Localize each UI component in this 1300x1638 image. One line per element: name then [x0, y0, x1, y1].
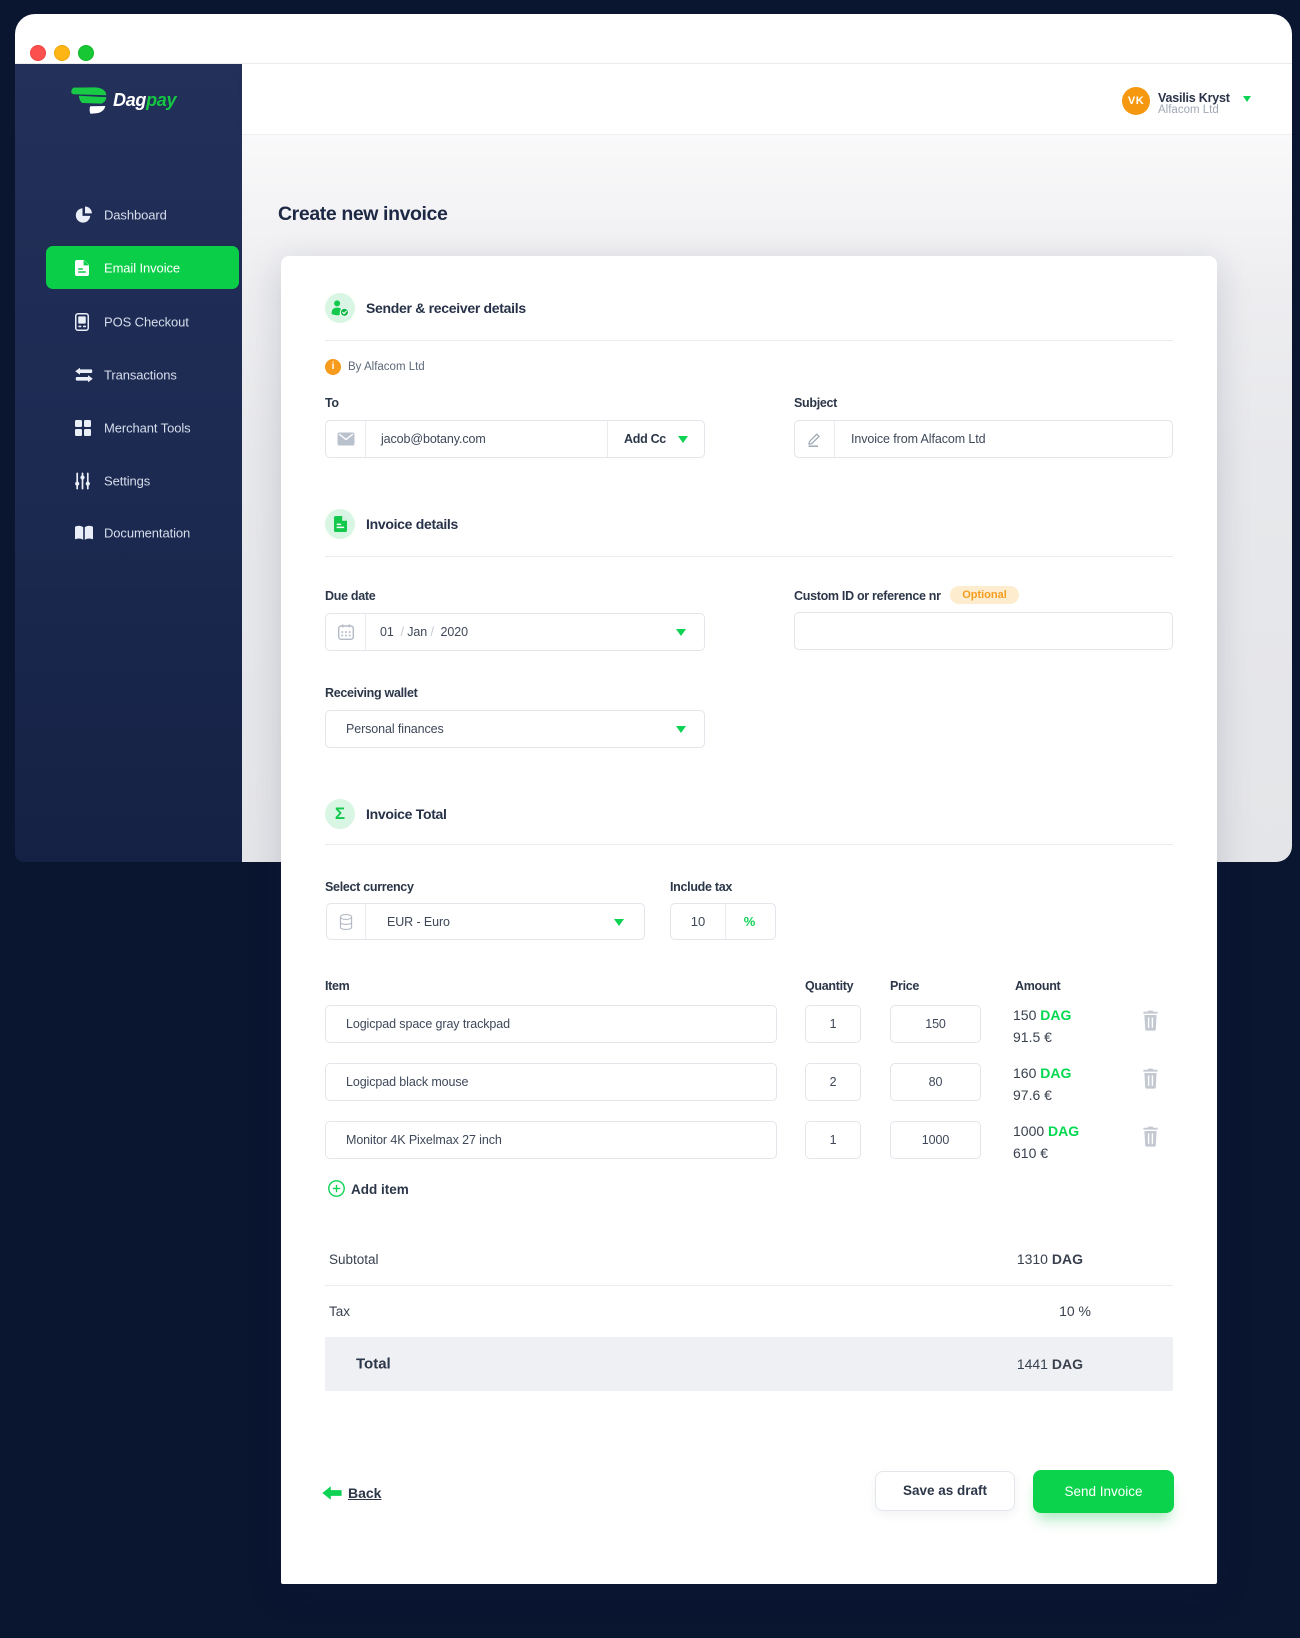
svg-text:Dagpay: Dagpay [113, 90, 178, 110]
